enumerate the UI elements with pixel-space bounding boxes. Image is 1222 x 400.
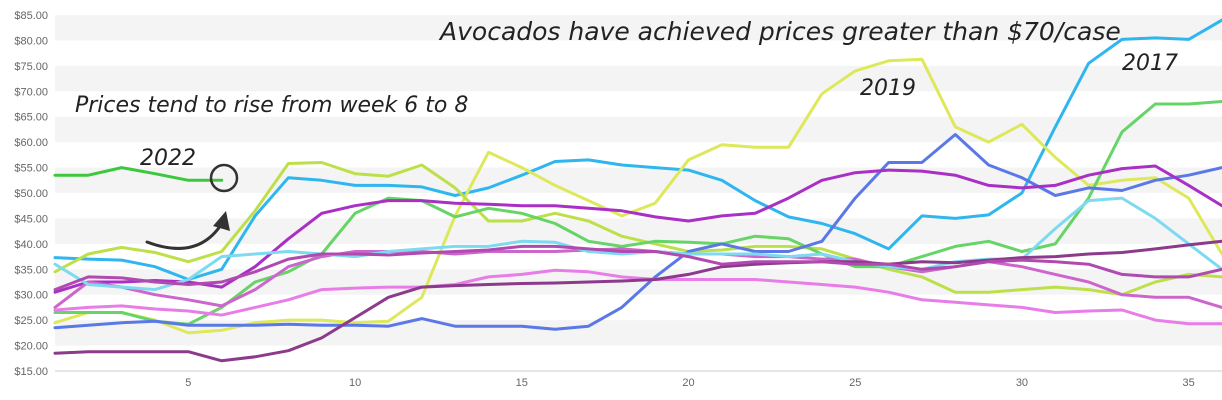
y-tick-label: $20.00 xyxy=(14,341,48,353)
series-line-6 xyxy=(53,133,1222,331)
y-tick-label: $75.00 xyxy=(14,61,48,73)
y-tick-label: $45.00 xyxy=(14,213,48,225)
annotation-avocados: Avocados have achieved prices greater th… xyxy=(438,17,1121,46)
series-line-5 xyxy=(53,100,1222,326)
y-tick-label: $65.00 xyxy=(14,112,48,124)
highlight-circle xyxy=(209,163,239,193)
grid-band xyxy=(55,116,1222,143)
grid-band xyxy=(55,15,1222,41)
y-axis: $15.00 $20.00 $25.00 $30.00 $35.00 $40.00 $45.… xyxy=(14,10,48,378)
annotation-2017: 2017 xyxy=(1122,51,1178,76)
grid-band xyxy=(55,65,1222,92)
x-tick-label: 30 xyxy=(1016,377,1028,389)
annotation-2022: 2022 xyxy=(140,146,196,171)
y-tick-label: $50.00 xyxy=(14,188,48,200)
grid-bands xyxy=(55,15,1222,346)
annotation-week-6-8: Prices tend to rise from week 6 to 8 xyxy=(75,93,468,118)
y-tick-label: $60.00 xyxy=(14,137,48,149)
x-tick-label: 25 xyxy=(849,377,861,389)
x-tick-label: 10 xyxy=(349,377,361,389)
y-tick-label: $15.00 xyxy=(14,366,48,378)
series-line-11 xyxy=(53,239,1222,363)
y-tick-label: $35.00 xyxy=(14,264,48,276)
x-axis: 5 10 15 20 25 30 35 xyxy=(185,377,1194,389)
y-tick-label: $80.00 xyxy=(14,35,48,47)
annotation-2019: 2019 xyxy=(860,76,916,101)
annotation-arrow-head xyxy=(213,211,230,231)
series-line-4 xyxy=(53,161,1222,297)
annotation-arrow xyxy=(145,218,226,250)
y-tick-label: $85.00 xyxy=(14,10,48,22)
y-tick-label: $40.00 xyxy=(14,239,48,251)
y-tick-label: $30.00 xyxy=(14,290,48,302)
series-line-10 xyxy=(53,268,1222,326)
series-line-12 xyxy=(53,244,1222,292)
y-tick-label: $55.00 xyxy=(14,163,48,175)
series-line-1 xyxy=(53,166,224,182)
series-line-7 xyxy=(53,164,1222,294)
x-tick-label: 20 xyxy=(682,377,694,389)
x-tick-label: 35 xyxy=(1183,377,1195,389)
y-tick-label: $70.00 xyxy=(14,86,48,98)
x-tick-label: 5 xyxy=(185,377,191,389)
x-tick-label: 15 xyxy=(516,377,528,389)
series-lines xyxy=(53,18,1222,363)
y-tick-label: $25.00 xyxy=(14,315,48,327)
